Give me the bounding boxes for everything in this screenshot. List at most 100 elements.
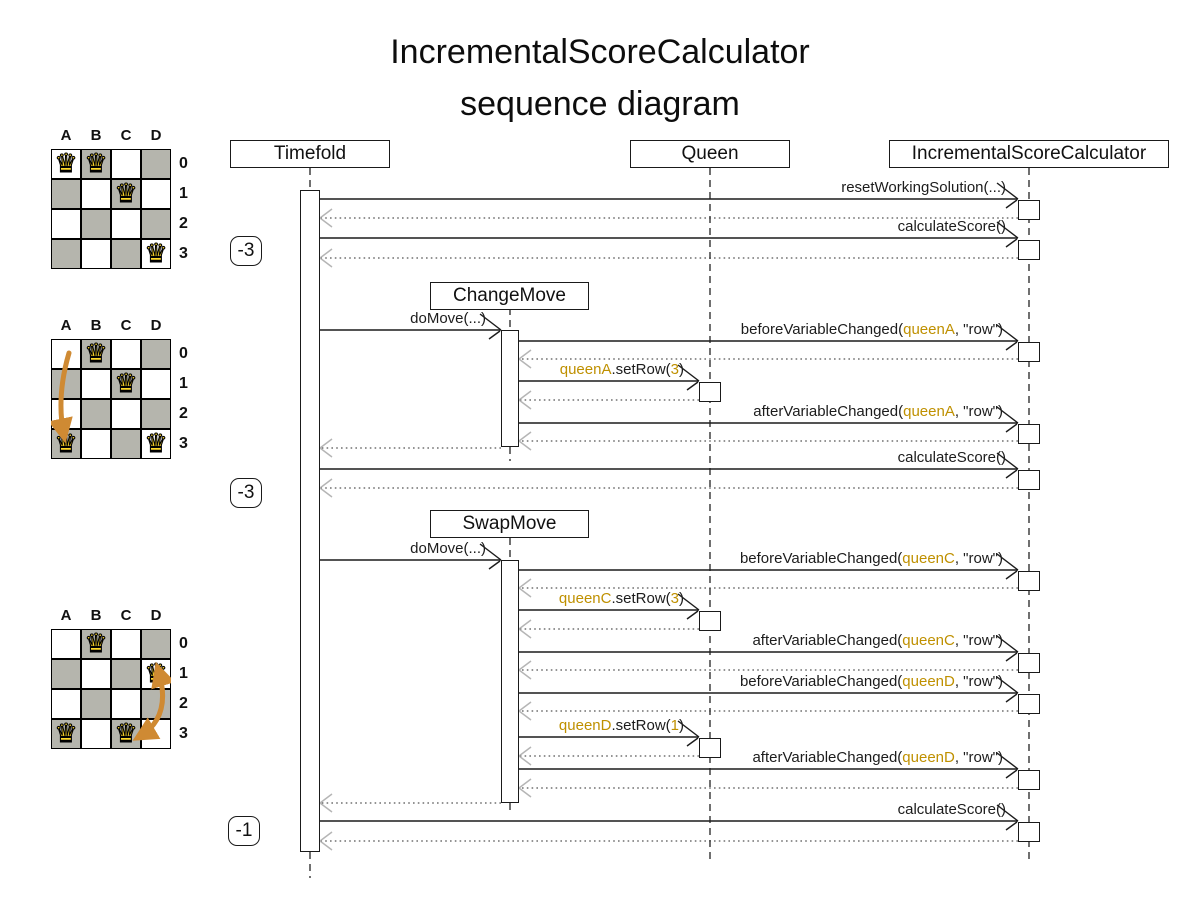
column-label: A	[60, 127, 72, 144]
diagram-title-line-1: IncrementalScoreCalculator	[390, 33, 810, 71]
diagram-line	[686, 381, 699, 391]
board-cell	[111, 149, 141, 179]
board-cell	[111, 369, 141, 399]
diagram-line	[319, 840, 333, 851]
queen-icon: ♛	[54, 718, 78, 749]
diagram-line	[319, 802, 333, 813]
highlighted-argument: 3	[670, 590, 679, 607]
diagram-line	[518, 619, 532, 630]
diagram-line	[518, 358, 532, 369]
diagram-line	[996, 406, 1019, 424]
column-label: A	[60, 607, 72, 624]
row-label: 2	[179, 405, 188, 422]
diagram-line	[319, 248, 333, 259]
board-cell	[141, 179, 171, 209]
activation-square	[699, 738, 721, 758]
highlighted-argument: queenC	[558, 590, 612, 607]
highlighted-argument: queenD	[558, 717, 612, 734]
queen-icon: ♛	[114, 178, 138, 209]
score-badge: -1	[228, 816, 260, 846]
row-label: 0	[179, 155, 188, 172]
queen-icon: ♛	[114, 368, 138, 399]
message-label: afterVariableChanged(queenD, "row")	[752, 749, 1003, 766]
diagram-line	[319, 217, 333, 228]
board-cell	[81, 719, 111, 749]
board-cell	[111, 339, 141, 369]
board-after-changemove: A B C D 0 1 2 3 ♛ ♛ ♛ ♛	[51, 315, 201, 463]
message-label: queenA.setRow(3)	[559, 361, 684, 378]
activation-square	[1018, 653, 1040, 673]
row-label: 3	[179, 725, 188, 742]
message-label: calculateScore()	[897, 801, 1006, 818]
diagram-line	[479, 313, 502, 331]
board-cell	[81, 149, 111, 179]
board-cell	[81, 339, 111, 369]
lifeline-box-swapmove: SwapMove	[430, 510, 589, 538]
timefold-activation	[300, 190, 320, 852]
changemove-activation	[501, 330, 519, 447]
diagram-line	[319, 257, 333, 268]
diagram-line	[518, 628, 532, 639]
row-label: 0	[179, 635, 188, 652]
row-label: 3	[179, 245, 188, 262]
column-label: B	[90, 317, 102, 334]
row-label: 0	[179, 345, 188, 362]
activation-square	[699, 382, 721, 402]
diagram-line	[1005, 693, 1018, 703]
diagram-line	[1005, 469, 1018, 479]
diagram-line	[996, 752, 1019, 770]
board-cell	[141, 209, 171, 239]
highlighted-argument: 1	[670, 717, 679, 734]
diagram-line	[996, 553, 1019, 571]
board-cell	[141, 239, 171, 269]
board-cell	[51, 689, 81, 719]
activation-square	[1018, 424, 1040, 444]
lifeline-box-timefold: Timefold	[230, 140, 390, 168]
row-label: 1	[179, 665, 188, 682]
row-label: 1	[179, 375, 188, 392]
board-cell	[111, 429, 141, 459]
diagram-line	[996, 676, 1019, 694]
activation-square	[1018, 240, 1040, 260]
diagram-line	[518, 787, 532, 798]
diagram-line	[996, 804, 1019, 822]
highlighted-argument: queenD	[902, 749, 955, 766]
diagram-line	[319, 438, 333, 449]
board-cell	[81, 629, 111, 659]
diagram-line	[1005, 570, 1018, 580]
activation-square	[1018, 770, 1040, 790]
board-cell	[141, 429, 171, 459]
message-label: queenC.setRow(3)	[558, 590, 684, 607]
highlighted-argument: queenC	[902, 550, 955, 567]
board-cell	[81, 399, 111, 429]
score-badge: -3	[230, 478, 262, 508]
queen-icon: ♛	[84, 148, 108, 179]
board-cell	[81, 239, 111, 269]
diagram-line	[518, 349, 532, 360]
diagram-line	[488, 560, 501, 570]
column-label: D	[150, 317, 162, 334]
diagram-line	[996, 635, 1019, 653]
board-cell	[51, 179, 81, 209]
diagram-line	[1005, 652, 1018, 662]
message-label: afterVariableChanged(queenA, "row")	[753, 403, 1003, 420]
move-arrow-icon	[132, 661, 171, 741]
activation-square	[1018, 342, 1040, 362]
diagram-line	[518, 578, 532, 589]
message-label: beforeVariableChanged(queenC, "row")	[739, 550, 1003, 567]
activation-square	[699, 611, 721, 631]
queen-icon: ♛	[84, 338, 108, 369]
board-cell	[81, 659, 111, 689]
diagram-line	[686, 610, 699, 620]
message-label: calculateScore()	[897, 218, 1006, 235]
diagram-line	[518, 701, 532, 712]
board-cell	[111, 239, 141, 269]
queen-icon: ♛	[144, 238, 168, 269]
highlighted-argument: queenA	[903, 321, 955, 338]
diagram-line	[1005, 423, 1018, 433]
diagram-line	[518, 746, 532, 757]
board-cell	[141, 399, 171, 429]
move-arrow-icon	[51, 350, 73, 444]
diagram-line	[319, 793, 333, 804]
